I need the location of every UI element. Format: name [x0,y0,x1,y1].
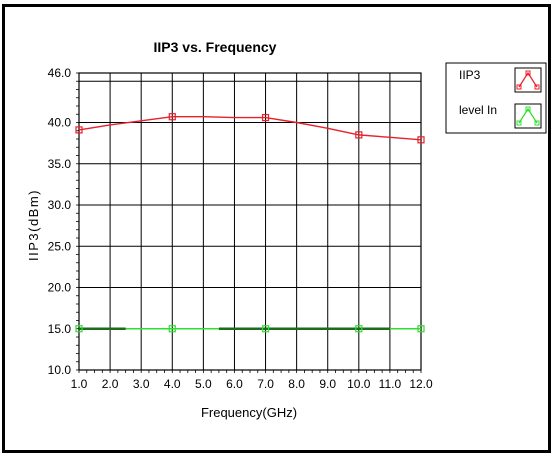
series-marker-0 [417,136,425,144]
legend-swatch-marker [525,106,531,112]
legend-swatch-box [514,103,542,129]
legend-swatch-line [518,107,538,124]
x-tick-label: 3.0 [133,377,150,391]
legend-swatch-marker [516,120,522,126]
legend-label-level-in: level In [459,103,497,117]
x-tick-label: 8.0 [288,377,305,391]
y-tick-label: 40.0 [48,116,72,130]
x-tick-label: 4.0 [164,377,181,391]
legend-swatch-marker [516,84,522,90]
legend-label-iip3: IIP3 [459,68,481,82]
series-marker-0 [261,113,270,122]
chart-title: IIP3 vs. Frequency [154,39,277,55]
legend-swatch-marker [534,84,540,90]
y-tick-label: 35.0 [48,157,72,171]
x-tick-label: 6.0 [226,377,243,391]
legend-swatch-level-in [514,103,542,129]
series-layer [75,113,425,333]
series-marker-1 [355,325,363,333]
series-marker-0 [75,126,83,134]
series-marker-1 [168,325,176,333]
y-tick-label: 25.0 [48,239,72,253]
x-axis-label: Frequency(GHz) [201,405,297,420]
x-tick-label: 2.0 [102,377,119,391]
legend: IIP3 level In [445,62,547,134]
series-line-0 [78,116,422,141]
y-tick-label: 20.0 [48,281,72,295]
x-tick-label: 12.0 [409,377,433,391]
series-marker-0 [355,131,363,139]
legend-swatch-box [514,67,542,93]
x-tick-label: 1.0 [71,377,88,391]
series-marker-0 [168,113,176,121]
legend-swatch-marker [534,120,540,126]
x-tick-label: 5.0 [195,377,212,391]
y-tick-label: 46.0 [48,66,72,80]
y-axis-label: IIP3(dBm) [26,189,41,261]
y-tick-label: 15.0 [48,322,72,336]
y-tick-label: 10.0 [48,363,72,377]
chart-frame: IIP3 vs. Frequency IIP3(dBm) Frequency(G… [2,4,551,453]
series-marker-1 [261,325,270,333]
x-tick-label: 9.0 [319,377,336,391]
x-tick-label: 10.0 [347,377,371,391]
x-tick-label: 7.0 [257,377,274,391]
x-tick-label: 11.0 [379,377,402,391]
chart-svg: IIP3 vs. Frequency IIP3(dBm) Frequency(G… [26,39,547,420]
series-marker-1 [75,325,83,333]
series-marker-1 [417,325,425,333]
y-tick-label: 30.0 [48,198,72,212]
tick-layer: 1.0 2.0 3.0 4.0 5.0 6.0 7.0 8.0 9.0 10.0 11.0 12.0 1… [48,66,433,391]
legend-swatch-iip3 [514,67,542,93]
legend-swatch-marker [525,70,531,76]
legend-swatch-line [518,71,538,88]
